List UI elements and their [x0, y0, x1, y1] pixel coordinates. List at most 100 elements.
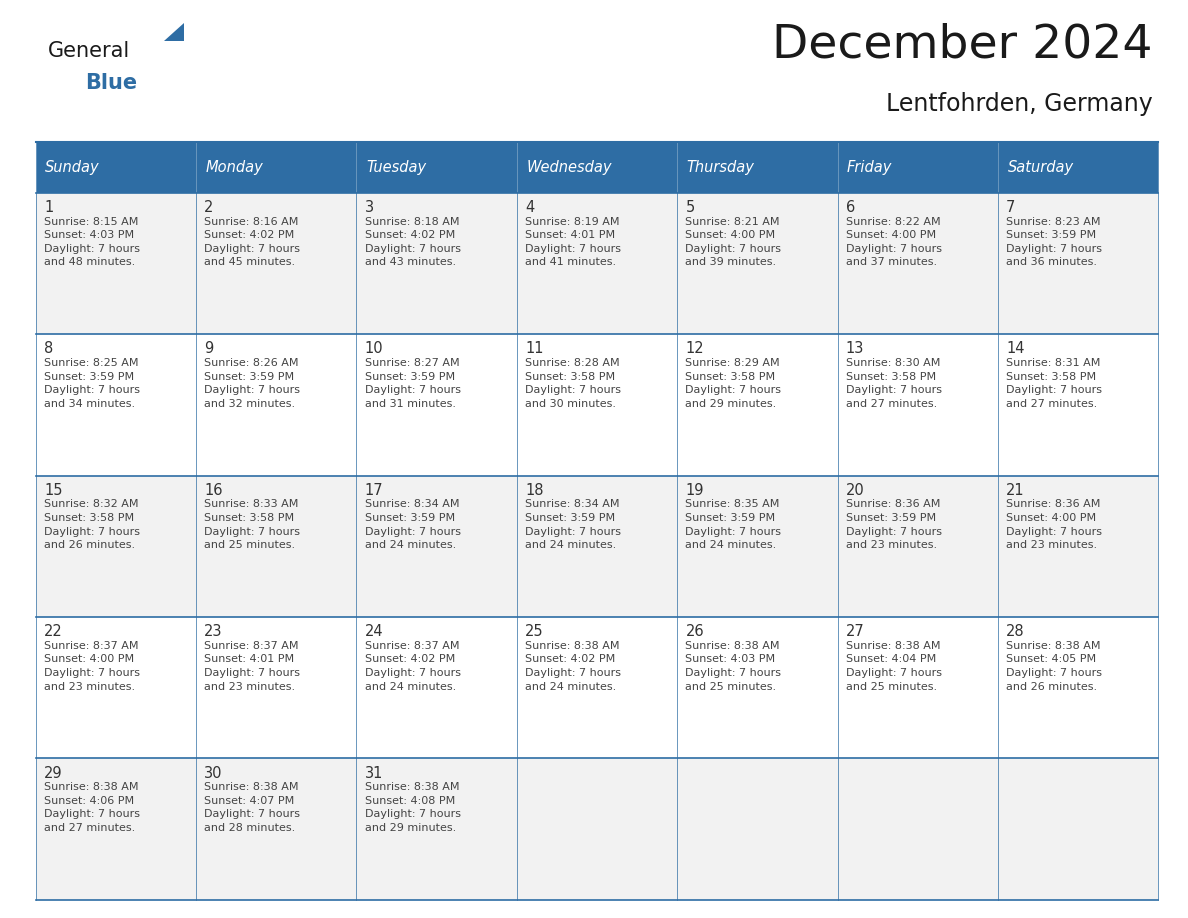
Text: 15: 15	[44, 483, 63, 498]
Text: Friday: Friday	[847, 160, 892, 175]
Text: 22: 22	[44, 624, 63, 639]
Text: 16: 16	[204, 483, 223, 498]
Text: Sunrise: 8:30 AM
Sunset: 3:58 PM
Daylight: 7 hours
and 27 minutes.: Sunrise: 8:30 AM Sunset: 3:58 PM Dayligh…	[846, 358, 942, 409]
Text: 20: 20	[846, 483, 865, 498]
Bar	[838, 142, 998, 193]
Bar	[838, 617, 998, 758]
Bar	[356, 476, 517, 617]
Text: 9: 9	[204, 341, 214, 356]
Bar	[677, 142, 838, 193]
Text: Sunrise: 8:16 AM
Sunset: 4:02 PM
Daylight: 7 hours
and 45 minutes.: Sunrise: 8:16 AM Sunset: 4:02 PM Dayligh…	[204, 217, 301, 267]
Bar	[196, 334, 356, 476]
Text: Wednesday: Wednesday	[526, 160, 612, 175]
Text: 13: 13	[846, 341, 864, 356]
Text: 4: 4	[525, 200, 535, 215]
Text: Sunrise: 8:38 AM
Sunset: 4:08 PM
Daylight: 7 hours
and 29 minutes.: Sunrise: 8:38 AM Sunset: 4:08 PM Dayligh…	[365, 782, 461, 833]
Text: 30: 30	[204, 766, 223, 780]
Bar	[36, 142, 196, 193]
Text: Sunrise: 8:38 AM
Sunset: 4:06 PM
Daylight: 7 hours
and 27 minutes.: Sunrise: 8:38 AM Sunset: 4:06 PM Dayligh…	[44, 782, 140, 833]
Bar	[356, 193, 517, 334]
Bar	[998, 334, 1158, 476]
Text: Sunrise: 8:18 AM
Sunset: 4:02 PM
Daylight: 7 hours
and 43 minutes.: Sunrise: 8:18 AM Sunset: 4:02 PM Dayligh…	[365, 217, 461, 267]
Text: 27: 27	[846, 624, 865, 639]
Text: Monday: Monday	[206, 160, 264, 175]
Text: Sunrise: 8:33 AM
Sunset: 3:58 PM
Daylight: 7 hours
and 25 minutes.: Sunrise: 8:33 AM Sunset: 3:58 PM Dayligh…	[204, 499, 301, 550]
Bar	[677, 193, 838, 334]
Text: Sunrise: 8:38 AM
Sunset: 4:04 PM
Daylight: 7 hours
and 25 minutes.: Sunrise: 8:38 AM Sunset: 4:04 PM Dayligh…	[846, 641, 942, 691]
Text: 25: 25	[525, 624, 544, 639]
Text: Sunrise: 8:27 AM
Sunset: 3:59 PM
Daylight: 7 hours
and 31 minutes.: Sunrise: 8:27 AM Sunset: 3:59 PM Dayligh…	[365, 358, 461, 409]
Text: Sunrise: 8:36 AM
Sunset: 3:59 PM
Daylight: 7 hours
and 23 minutes.: Sunrise: 8:36 AM Sunset: 3:59 PM Dayligh…	[846, 499, 942, 550]
Bar	[36, 334, 196, 476]
Text: 7: 7	[1006, 200, 1016, 215]
Text: Sunrise: 8:21 AM
Sunset: 4:00 PM
Daylight: 7 hours
and 39 minutes.: Sunrise: 8:21 AM Sunset: 4:00 PM Dayligh…	[685, 217, 782, 267]
Bar	[677, 334, 838, 476]
Text: Thursday: Thursday	[687, 160, 754, 175]
Text: 1: 1	[44, 200, 53, 215]
Text: Sunrise: 8:15 AM
Sunset: 4:03 PM
Daylight: 7 hours
and 48 minutes.: Sunrise: 8:15 AM Sunset: 4:03 PM Dayligh…	[44, 217, 140, 267]
Text: 24: 24	[365, 624, 384, 639]
Text: Sunrise: 8:38 AM
Sunset: 4:07 PM
Daylight: 7 hours
and 28 minutes.: Sunrise: 8:38 AM Sunset: 4:07 PM Dayligh…	[204, 782, 301, 833]
Text: Sunrise: 8:37 AM
Sunset: 4:02 PM
Daylight: 7 hours
and 24 minutes.: Sunrise: 8:37 AM Sunset: 4:02 PM Dayligh…	[365, 641, 461, 691]
Bar	[517, 193, 677, 334]
Bar	[517, 617, 677, 758]
Text: Sunrise: 8:34 AM
Sunset: 3:59 PM
Daylight: 7 hours
and 24 minutes.: Sunrise: 8:34 AM Sunset: 3:59 PM Dayligh…	[365, 499, 461, 550]
Bar	[517, 142, 677, 193]
Bar	[517, 758, 677, 900]
Bar	[356, 142, 517, 193]
Text: Sunrise: 8:26 AM
Sunset: 3:59 PM
Daylight: 7 hours
and 32 minutes.: Sunrise: 8:26 AM Sunset: 3:59 PM Dayligh…	[204, 358, 301, 409]
Text: Sunrise: 8:28 AM
Sunset: 3:58 PM
Daylight: 7 hours
and 30 minutes.: Sunrise: 8:28 AM Sunset: 3:58 PM Dayligh…	[525, 358, 621, 409]
Bar	[356, 334, 517, 476]
Text: Sunrise: 8:37 AM
Sunset: 4:00 PM
Daylight: 7 hours
and 23 minutes.: Sunrise: 8:37 AM Sunset: 4:00 PM Dayligh…	[44, 641, 140, 691]
Bar	[196, 193, 356, 334]
Text: 29: 29	[44, 766, 63, 780]
Text: 18: 18	[525, 483, 544, 498]
Bar	[36, 193, 196, 334]
Bar	[517, 476, 677, 617]
Bar	[196, 476, 356, 617]
Text: 19: 19	[685, 483, 704, 498]
Text: 10: 10	[365, 341, 384, 356]
Text: Sunrise: 8:22 AM
Sunset: 4:00 PM
Daylight: 7 hours
and 37 minutes.: Sunrise: 8:22 AM Sunset: 4:00 PM Dayligh…	[846, 217, 942, 267]
Text: 21: 21	[1006, 483, 1025, 498]
Text: Sunrise: 8:36 AM
Sunset: 4:00 PM
Daylight: 7 hours
and 23 minutes.: Sunrise: 8:36 AM Sunset: 4:00 PM Dayligh…	[1006, 499, 1102, 550]
Text: 26: 26	[685, 624, 704, 639]
Text: Sunrise: 8:19 AM
Sunset: 4:01 PM
Daylight: 7 hours
and 41 minutes.: Sunrise: 8:19 AM Sunset: 4:01 PM Dayligh…	[525, 217, 621, 267]
Text: Sunrise: 8:34 AM
Sunset: 3:59 PM
Daylight: 7 hours
and 24 minutes.: Sunrise: 8:34 AM Sunset: 3:59 PM Dayligh…	[525, 499, 621, 550]
Bar	[998, 142, 1158, 193]
Text: Blue: Blue	[86, 73, 138, 94]
Bar	[998, 193, 1158, 334]
Bar	[677, 476, 838, 617]
Text: Lentfohrden, Germany: Lentfohrden, Germany	[885, 92, 1152, 116]
Bar	[998, 617, 1158, 758]
Bar	[356, 617, 517, 758]
Bar	[196, 142, 356, 193]
Bar	[517, 334, 677, 476]
Text: Sunrise: 8:31 AM
Sunset: 3:58 PM
Daylight: 7 hours
and 27 minutes.: Sunrise: 8:31 AM Sunset: 3:58 PM Dayligh…	[1006, 358, 1102, 409]
Text: Sunrise: 8:38 AM
Sunset: 4:03 PM
Daylight: 7 hours
and 25 minutes.: Sunrise: 8:38 AM Sunset: 4:03 PM Dayligh…	[685, 641, 782, 691]
Text: 11: 11	[525, 341, 544, 356]
Text: 5: 5	[685, 200, 695, 215]
Bar	[36, 758, 196, 900]
Text: 31: 31	[365, 766, 383, 780]
Text: Sunrise: 8:29 AM
Sunset: 3:58 PM
Daylight: 7 hours
and 29 minutes.: Sunrise: 8:29 AM Sunset: 3:58 PM Dayligh…	[685, 358, 782, 409]
Bar	[677, 617, 838, 758]
Bar	[838, 476, 998, 617]
Text: 12: 12	[685, 341, 704, 356]
Text: 23: 23	[204, 624, 223, 639]
Bar	[838, 758, 998, 900]
Bar	[356, 758, 517, 900]
Text: 2: 2	[204, 200, 214, 215]
Text: Sunrise: 8:32 AM
Sunset: 3:58 PM
Daylight: 7 hours
and 26 minutes.: Sunrise: 8:32 AM Sunset: 3:58 PM Dayligh…	[44, 499, 140, 550]
Bar	[998, 476, 1158, 617]
Text: Sunrise: 8:35 AM
Sunset: 3:59 PM
Daylight: 7 hours
and 24 minutes.: Sunrise: 8:35 AM Sunset: 3:59 PM Dayligh…	[685, 499, 782, 550]
Text: December 2024: December 2024	[772, 23, 1152, 68]
Bar	[36, 476, 196, 617]
Text: Sunrise: 8:38 AM
Sunset: 4:02 PM
Daylight: 7 hours
and 24 minutes.: Sunrise: 8:38 AM Sunset: 4:02 PM Dayligh…	[525, 641, 621, 691]
Bar	[36, 617, 196, 758]
Text: Tuesday: Tuesday	[366, 160, 426, 175]
Bar	[838, 193, 998, 334]
Text: General: General	[48, 41, 129, 62]
Text: 6: 6	[846, 200, 855, 215]
Text: 3: 3	[365, 200, 374, 215]
